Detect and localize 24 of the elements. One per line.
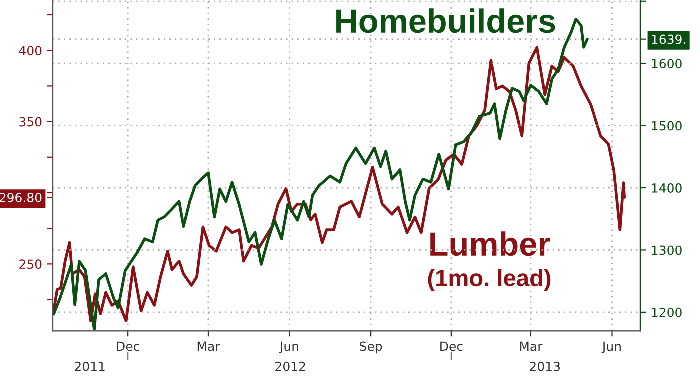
x2-tick-label: 2011 xyxy=(75,362,105,372)
y-tick-label: 350 xyxy=(20,117,42,127)
y-tick-label: 250 xyxy=(20,260,42,270)
y2-tick-label: 1200 xyxy=(652,308,682,318)
y2-tick-label: 1300 xyxy=(652,246,682,256)
y-tick-label: 400 xyxy=(19,46,42,56)
x2-tick-label: 2013 xyxy=(530,362,560,372)
x-tick-label: Mar xyxy=(520,342,543,352)
y2-tick-label: 1500 xyxy=(652,121,682,131)
x-tick-label: Mar xyxy=(198,342,220,352)
x-tick-label: Dec xyxy=(440,342,463,352)
line-series xyxy=(52,46,626,323)
y2-tick-label: 1639. xyxy=(652,34,686,44)
x-tick-label: Sep xyxy=(360,342,382,354)
series-label: Lumber xyxy=(430,232,550,256)
y2-tick-label: 1400 xyxy=(652,183,682,193)
x-tick-label: Jun xyxy=(279,342,298,354)
x-tick-label: Jun xyxy=(602,342,621,354)
y-tick-label: 296.80 xyxy=(0,193,42,202)
x-tick-label: Dec xyxy=(117,342,140,352)
annotation: (1mo. lead) xyxy=(428,269,551,292)
y2-tick-label: 1600 xyxy=(652,59,682,69)
series-label: Homebuilders xyxy=(336,8,556,34)
x2-tick-label: 2012 xyxy=(276,362,306,372)
